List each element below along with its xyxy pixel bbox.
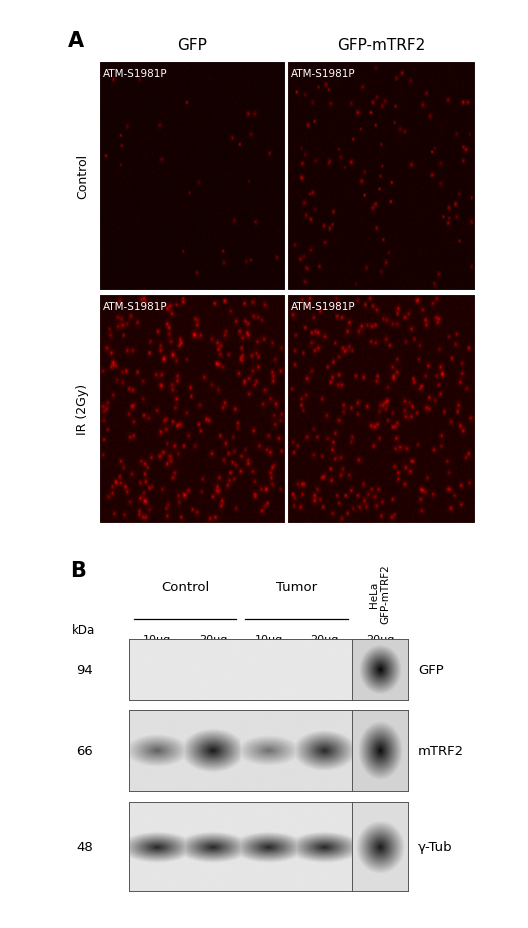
Text: mTRF2: mTRF2 — [418, 744, 464, 757]
Text: 20μg: 20μg — [310, 634, 338, 644]
Text: Control: Control — [76, 153, 89, 199]
Text: Control: Control — [161, 581, 209, 594]
Text: HeLa
GFP-mTRF2: HeLa GFP-mTRF2 — [369, 564, 391, 624]
Text: 20μg: 20μg — [366, 634, 394, 644]
Text: ATM-S1981P: ATM-S1981P — [102, 69, 167, 79]
Text: B: B — [70, 561, 86, 580]
Text: A: A — [68, 31, 83, 51]
Text: 20μg: 20μg — [199, 634, 227, 644]
Text: γ-Tub: γ-Tub — [418, 840, 452, 853]
Text: 48: 48 — [76, 840, 93, 853]
Text: ATM-S1981P: ATM-S1981P — [291, 69, 356, 79]
Text: 94: 94 — [76, 664, 93, 677]
Text: IR (2Gy): IR (2Gy) — [76, 383, 89, 434]
Text: Tumor: Tumor — [276, 581, 317, 594]
Text: GFP: GFP — [177, 38, 207, 53]
Text: ATM-S1981P: ATM-S1981P — [102, 302, 167, 311]
Text: ATM-S1981P: ATM-S1981P — [291, 302, 356, 311]
Text: 10μg: 10μg — [143, 634, 172, 644]
Text: kDa: kDa — [72, 623, 96, 636]
Text: 10μg: 10μg — [254, 634, 282, 644]
Text: GFP-mTRF2: GFP-mTRF2 — [337, 38, 426, 53]
Text: 66: 66 — [76, 744, 93, 757]
Text: GFP: GFP — [418, 664, 444, 677]
